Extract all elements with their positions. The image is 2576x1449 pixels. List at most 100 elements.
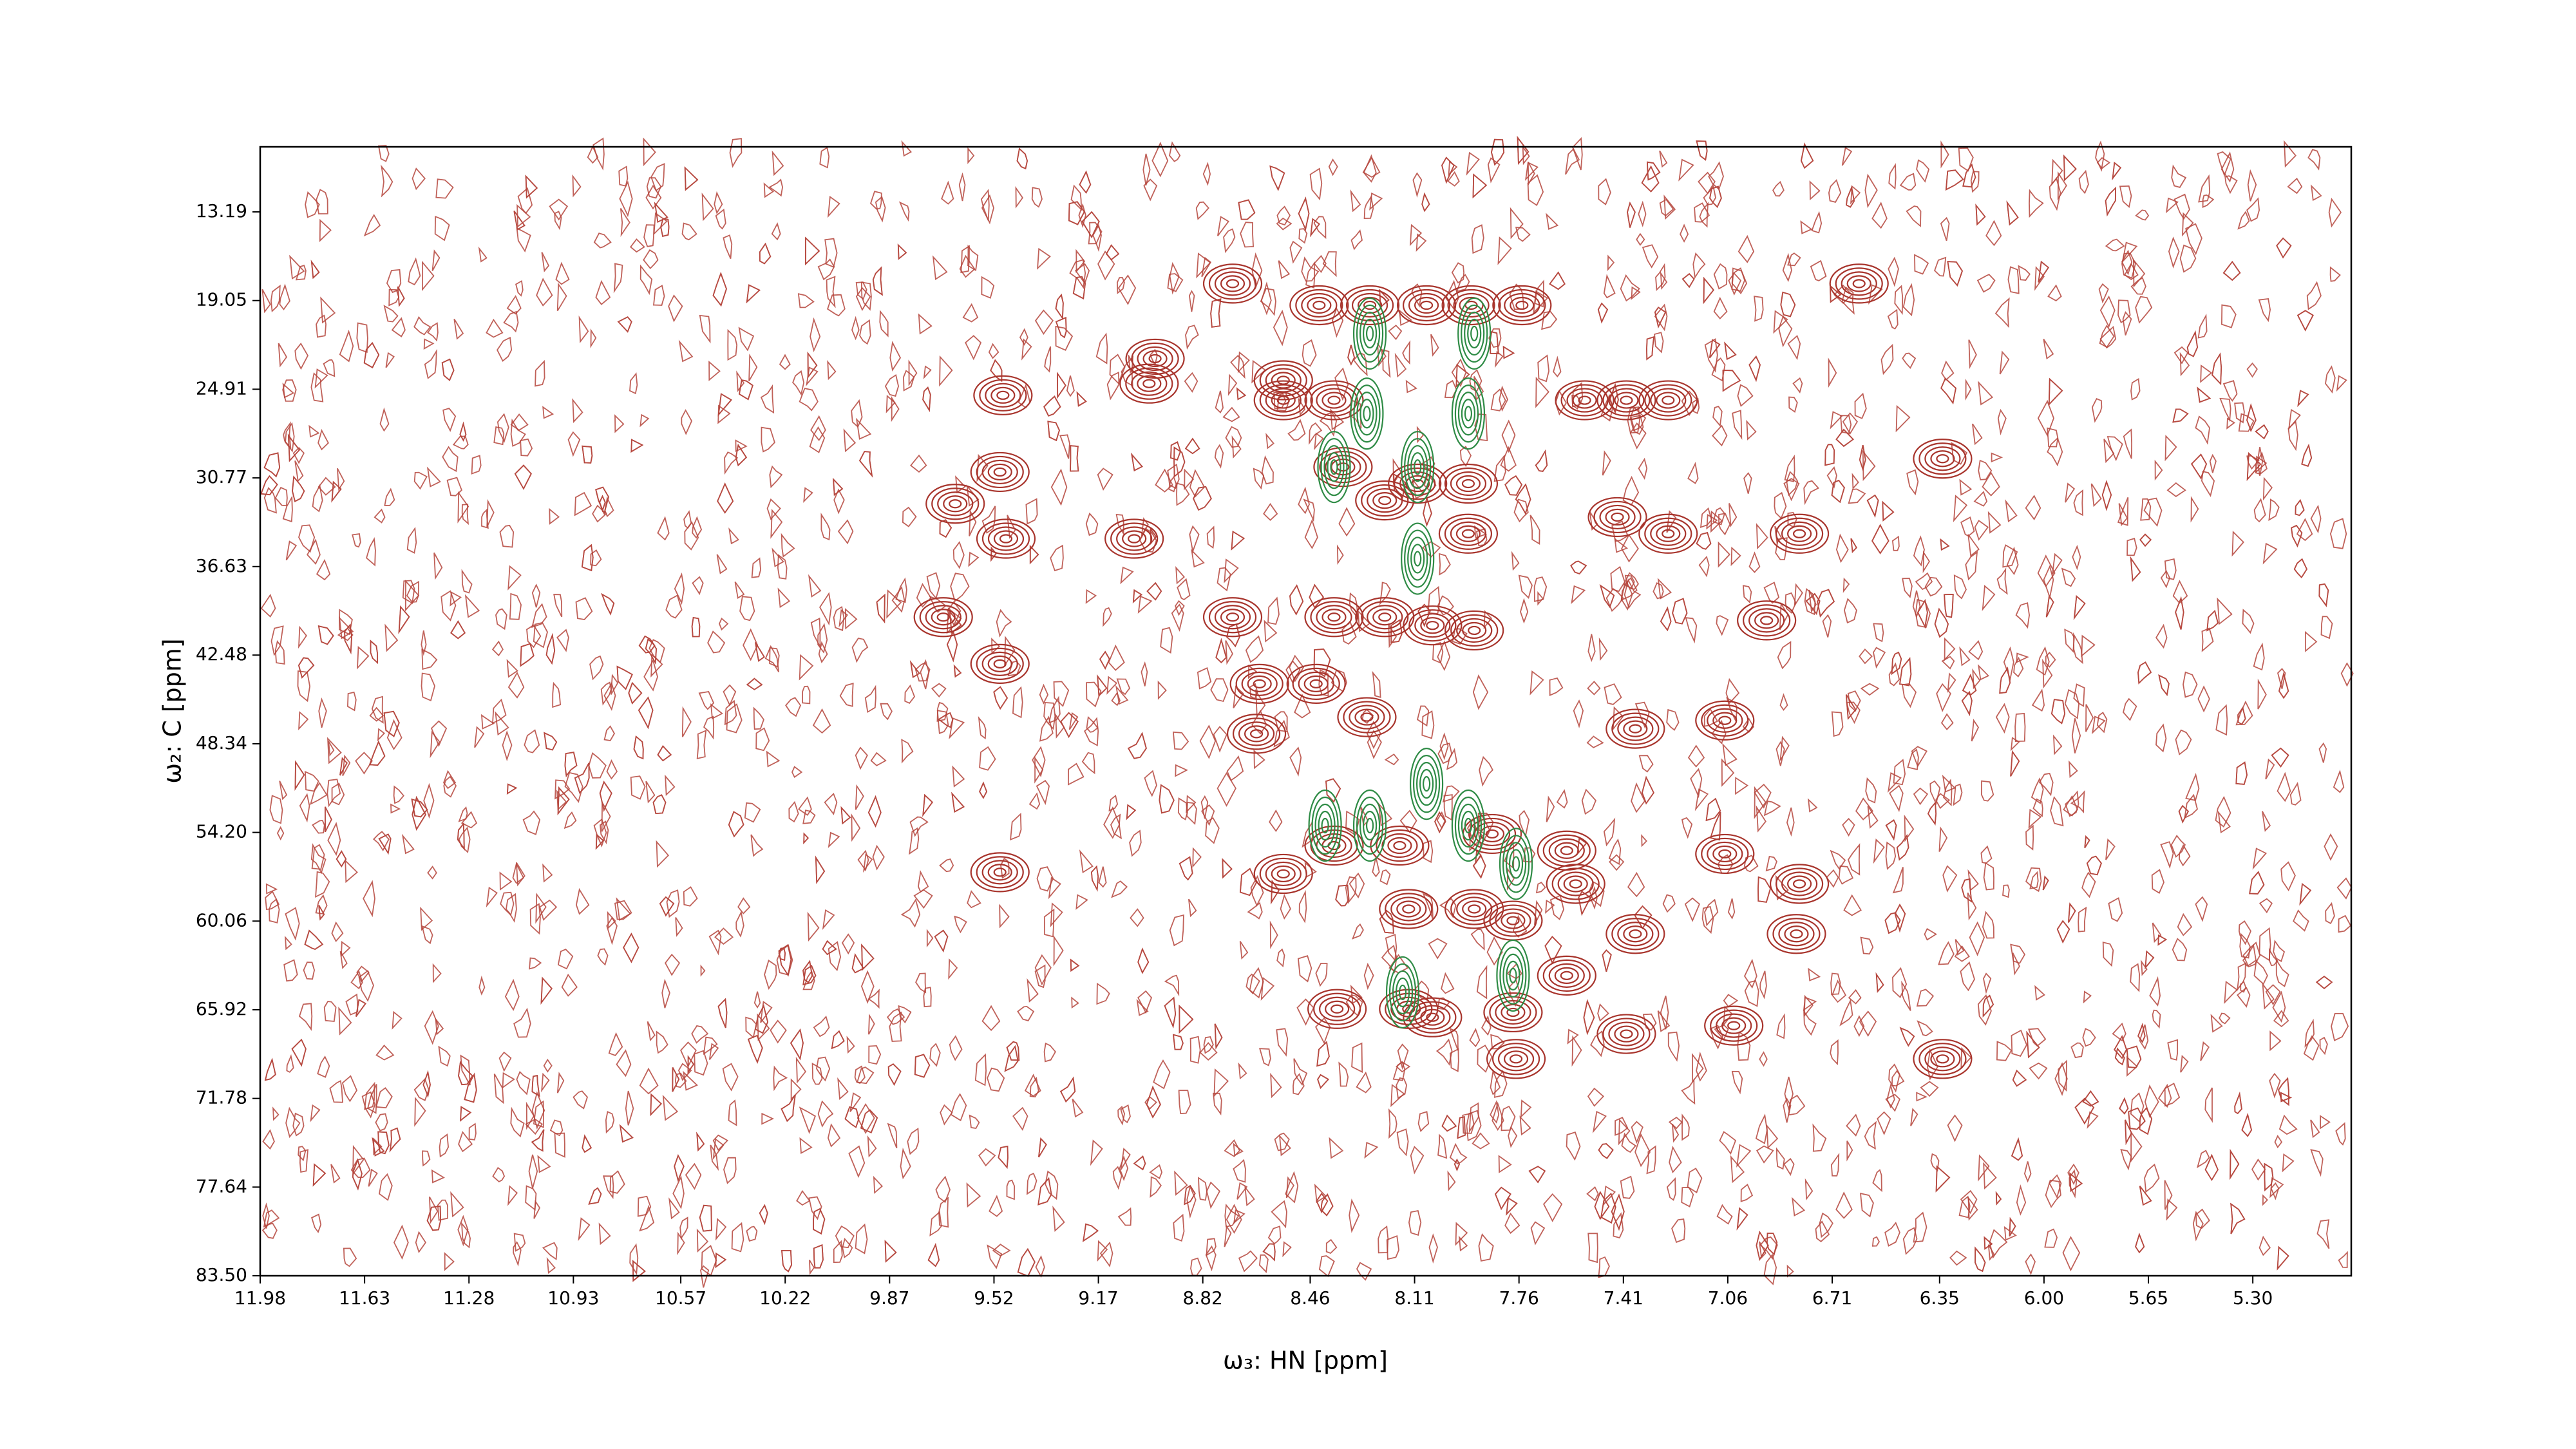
noise-contour (766, 750, 781, 768)
noise-contour (355, 998, 366, 1018)
peak-contour (1390, 896, 1427, 922)
peak-contour (1385, 893, 1433, 925)
noise-contour (1655, 263, 1666, 292)
noise-contour (1940, 377, 1956, 405)
noise-contour (700, 1265, 710, 1288)
noise-contour (1446, 748, 1458, 770)
noise-contour (1603, 817, 1616, 847)
noise-contour (1945, 169, 1964, 191)
noise-contour (2026, 1030, 2040, 1059)
noise-contour (274, 486, 288, 507)
noise-contour (378, 833, 392, 855)
peak-contour (1441, 285, 1501, 326)
noise-contour (2086, 855, 2102, 876)
noise-contour (572, 174, 582, 198)
noise-contour (2170, 835, 2186, 858)
noise-contour (402, 580, 415, 604)
noise-contour (1763, 800, 1781, 817)
noise-contour (764, 645, 780, 672)
noise-contour (1422, 893, 1434, 920)
peak (1596, 380, 1656, 421)
peak-contour (1407, 536, 1428, 581)
noise-contour (1728, 503, 1738, 528)
noise-contour (1184, 1185, 1196, 1206)
noise-contour (1982, 585, 1996, 611)
noise-contour (1402, 340, 1411, 365)
noise-contour (1427, 585, 1441, 614)
noise-contour (2171, 164, 2187, 188)
noise-contour (2338, 914, 2352, 933)
noise-contour (282, 379, 297, 402)
peak-contour (1492, 285, 1552, 326)
noise-contour (1189, 469, 1206, 498)
noise-contour (1276, 948, 1285, 968)
noise-contour (799, 1137, 813, 1154)
noise-contour (951, 791, 965, 813)
noise-contour (2073, 489, 2083, 516)
noise-contour (426, 466, 441, 488)
noise-contour (535, 893, 547, 924)
noise-contour (515, 279, 524, 297)
noise-contour (2155, 723, 2167, 753)
peak-contour (1313, 992, 1361, 1025)
noise-contour (2102, 942, 2114, 967)
peak-contour (1350, 377, 1384, 450)
peak-contour (1602, 384, 1651, 417)
noise-contour (1146, 1085, 1161, 1119)
noise-contour (1660, 996, 1669, 1030)
peak (1286, 663, 1346, 704)
peak-contour (1775, 517, 1824, 550)
x-tick-label: 9.87 (869, 1287, 909, 1309)
noise-contour (2226, 417, 2235, 430)
noise-contour (1716, 615, 1729, 636)
noise-contour (993, 686, 1009, 710)
noise-contour (1359, 806, 1369, 827)
noise-contour (517, 187, 533, 214)
peak-contour (1241, 671, 1278, 696)
noise-contour (813, 1016, 830, 1037)
noise-contour (2135, 1233, 2145, 1254)
noise-contour (344, 623, 353, 655)
noise-contour (638, 696, 654, 730)
noise-contour (659, 896, 675, 917)
y-tick-label: 24.91 (196, 377, 247, 399)
noise-contour (1999, 350, 2010, 375)
noise-contour (2195, 1208, 2210, 1229)
noise-contour (1309, 167, 1323, 201)
noise-contour (2318, 583, 2329, 607)
noise-contour (981, 194, 994, 225)
noise-contour (616, 897, 632, 921)
noise-contour (656, 840, 670, 868)
noise-contour (724, 451, 739, 475)
noise-contour (2010, 943, 2026, 964)
noise-contour (1967, 892, 1977, 921)
peak-contour (1620, 395, 1633, 405)
peak (1769, 864, 1830, 904)
noise-contour (726, 703, 743, 734)
peak-contour (1563, 875, 1588, 893)
noise-contour (1052, 1206, 1065, 1232)
peak-contour (981, 860, 1018, 885)
noise-contour (1298, 486, 1310, 515)
noise-contour (2112, 1022, 2126, 1042)
noise-contour (1096, 982, 1110, 1005)
noise-contour (1973, 491, 1988, 507)
noise-contour (1843, 894, 1862, 916)
x-tick-label: 8.11 (1394, 1287, 1434, 1309)
peak-contour (1408, 1001, 1457, 1034)
noise-contour (1396, 1077, 1408, 1099)
noise-contour (1586, 1186, 1599, 1202)
y-tick-label: 83.50 (196, 1264, 247, 1285)
peak-contour (1403, 997, 1463, 1037)
noise-contour (343, 1247, 357, 1267)
peak-contour (1128, 534, 1141, 544)
peak (1226, 714, 1287, 754)
noise-contour (855, 417, 872, 440)
noise-contour (363, 214, 381, 237)
noise-contour (920, 659, 930, 690)
noise-contour (2137, 661, 2152, 685)
noise-contour (2081, 634, 2096, 658)
noise-contour (1239, 941, 1249, 960)
noise-contour (858, 451, 873, 478)
noise-contour (1423, 495, 1432, 527)
